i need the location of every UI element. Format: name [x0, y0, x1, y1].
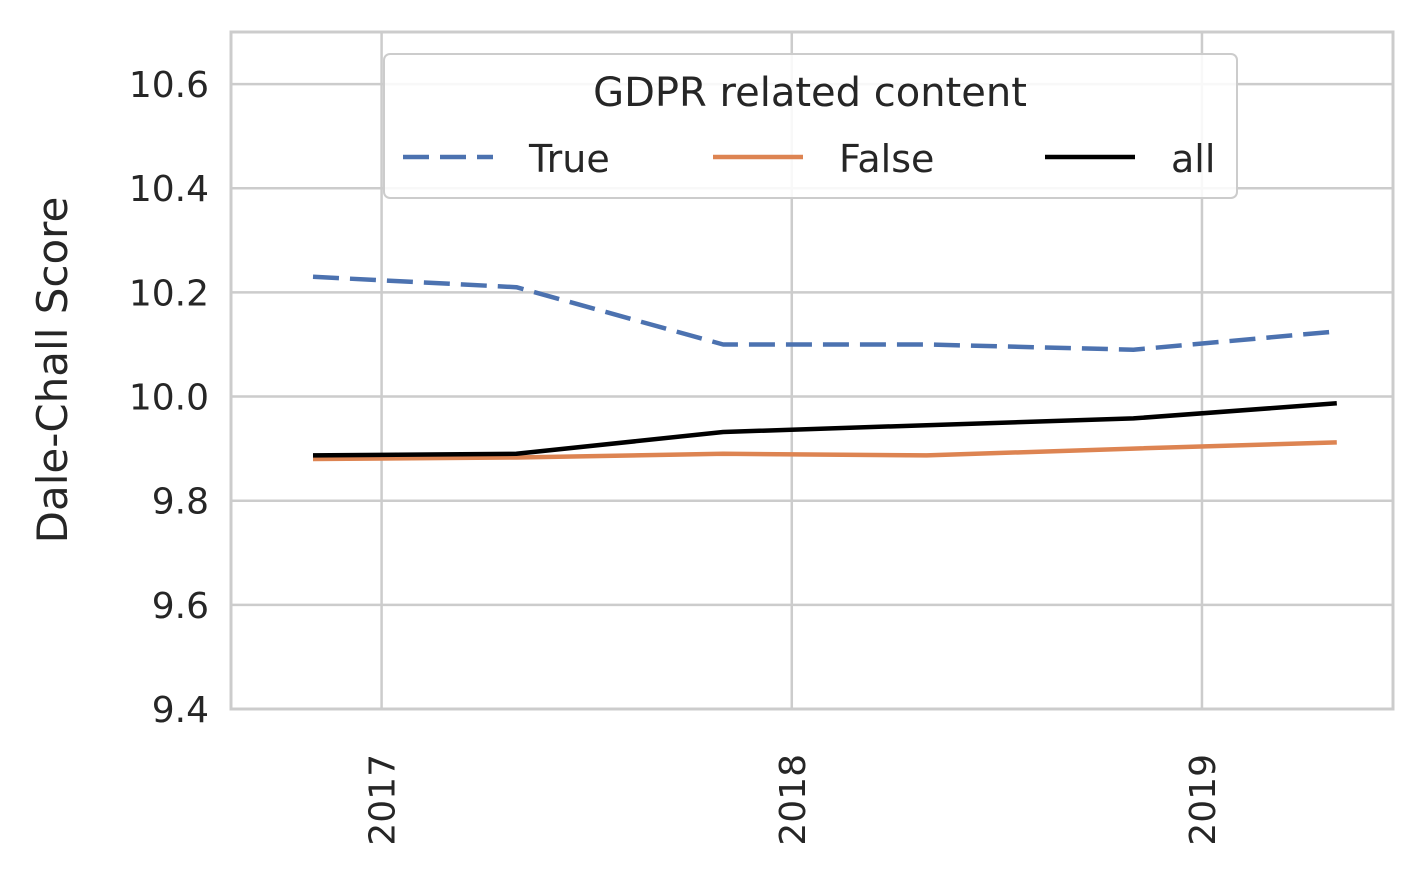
series-line-true	[312, 274, 1338, 352]
series-line-false	[312, 440, 1337, 462]
plot-frame	[229, 30, 1395, 711]
legend: GDPR related content True False all	[383, 53, 1238, 199]
y-tick-label: 10.4	[129, 169, 209, 210]
y-tick-label: 9.8	[152, 482, 209, 523]
x-tick-label: 2018	[773, 754, 814, 846]
y-tick-label: 9.6	[152, 586, 209, 627]
y-tick-labels: 9.4 9.6 9.8 10.0 10.2 10.4 10.6	[129, 65, 209, 731]
x-tick-labels: 2017 2018 2019	[363, 754, 1224, 846]
legend-label-all: all	[1171, 137, 1215, 181]
y-tick-label: 10.6	[129, 65, 209, 106]
x-tick-label: 2017	[363, 754, 404, 846]
legend-label-false: False	[839, 137, 934, 181]
y-tick-label: 10.0	[129, 378, 209, 419]
legend-box	[383, 53, 1238, 199]
series-lines	[312, 274, 1338, 462]
legend-label-true: True	[528, 137, 610, 181]
x-tick-label: 2019	[1183, 754, 1224, 846]
y-axis-label: Dale-Chall Score	[28, 197, 77, 544]
legend-entries: True False all	[403, 137, 1215, 181]
y-tick-label: 9.4	[152, 690, 209, 731]
legend-title: GDPR related content	[593, 70, 1027, 116]
y-tick-label: 10.2	[129, 273, 209, 314]
series-line-all	[312, 401, 1337, 458]
